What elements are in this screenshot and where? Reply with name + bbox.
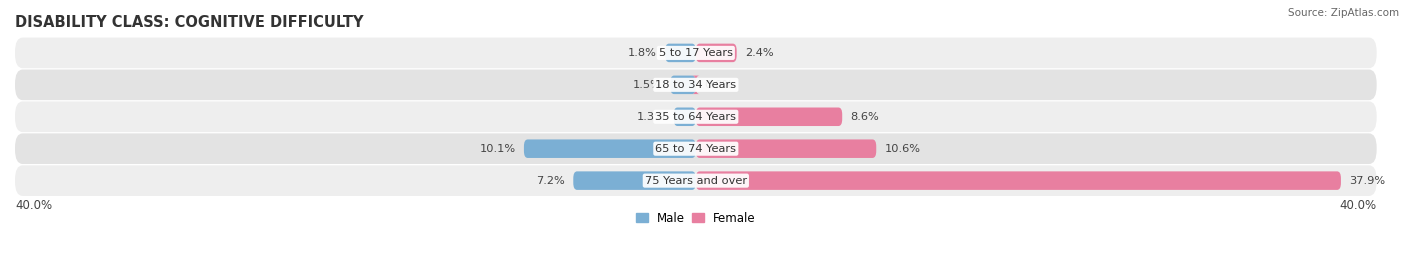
Text: 0.0%: 0.0% bbox=[704, 80, 733, 90]
FancyBboxPatch shape bbox=[696, 108, 842, 126]
FancyBboxPatch shape bbox=[574, 171, 696, 190]
Text: Source: ZipAtlas.com: Source: ZipAtlas.com bbox=[1288, 8, 1399, 18]
FancyBboxPatch shape bbox=[15, 165, 1376, 196]
Text: 37.9%: 37.9% bbox=[1350, 176, 1385, 186]
Text: 1.8%: 1.8% bbox=[628, 48, 657, 58]
FancyBboxPatch shape bbox=[696, 171, 1341, 190]
Legend: Male, Female: Male, Female bbox=[633, 208, 759, 228]
FancyBboxPatch shape bbox=[15, 69, 1376, 100]
Text: 2.4%: 2.4% bbox=[745, 48, 773, 58]
Text: 18 to 34 Years: 18 to 34 Years bbox=[655, 80, 737, 90]
Text: 35 to 64 Years: 35 to 64 Years bbox=[655, 112, 737, 122]
Text: 7.2%: 7.2% bbox=[536, 176, 565, 186]
FancyBboxPatch shape bbox=[15, 101, 1376, 132]
Text: 10.6%: 10.6% bbox=[884, 144, 921, 154]
FancyBboxPatch shape bbox=[15, 38, 1376, 68]
FancyBboxPatch shape bbox=[524, 139, 696, 158]
FancyBboxPatch shape bbox=[696, 139, 876, 158]
Text: 1.5%: 1.5% bbox=[633, 80, 662, 90]
FancyBboxPatch shape bbox=[692, 76, 700, 94]
Text: 40.0%: 40.0% bbox=[1340, 199, 1376, 211]
FancyBboxPatch shape bbox=[15, 133, 1376, 164]
Text: DISABILITY CLASS: COGNITIVE DIFFICULTY: DISABILITY CLASS: COGNITIVE DIFFICULTY bbox=[15, 15, 364, 30]
FancyBboxPatch shape bbox=[696, 44, 737, 62]
Text: 65 to 74 Years: 65 to 74 Years bbox=[655, 144, 737, 154]
FancyBboxPatch shape bbox=[671, 76, 696, 94]
Text: 75 Years and over: 75 Years and over bbox=[645, 176, 747, 186]
Text: 40.0%: 40.0% bbox=[15, 199, 52, 211]
Text: 5 to 17 Years: 5 to 17 Years bbox=[659, 48, 733, 58]
FancyBboxPatch shape bbox=[665, 44, 696, 62]
Text: 10.1%: 10.1% bbox=[479, 144, 516, 154]
Text: 8.6%: 8.6% bbox=[851, 112, 880, 122]
FancyBboxPatch shape bbox=[673, 108, 696, 126]
Text: 1.3%: 1.3% bbox=[637, 112, 665, 122]
